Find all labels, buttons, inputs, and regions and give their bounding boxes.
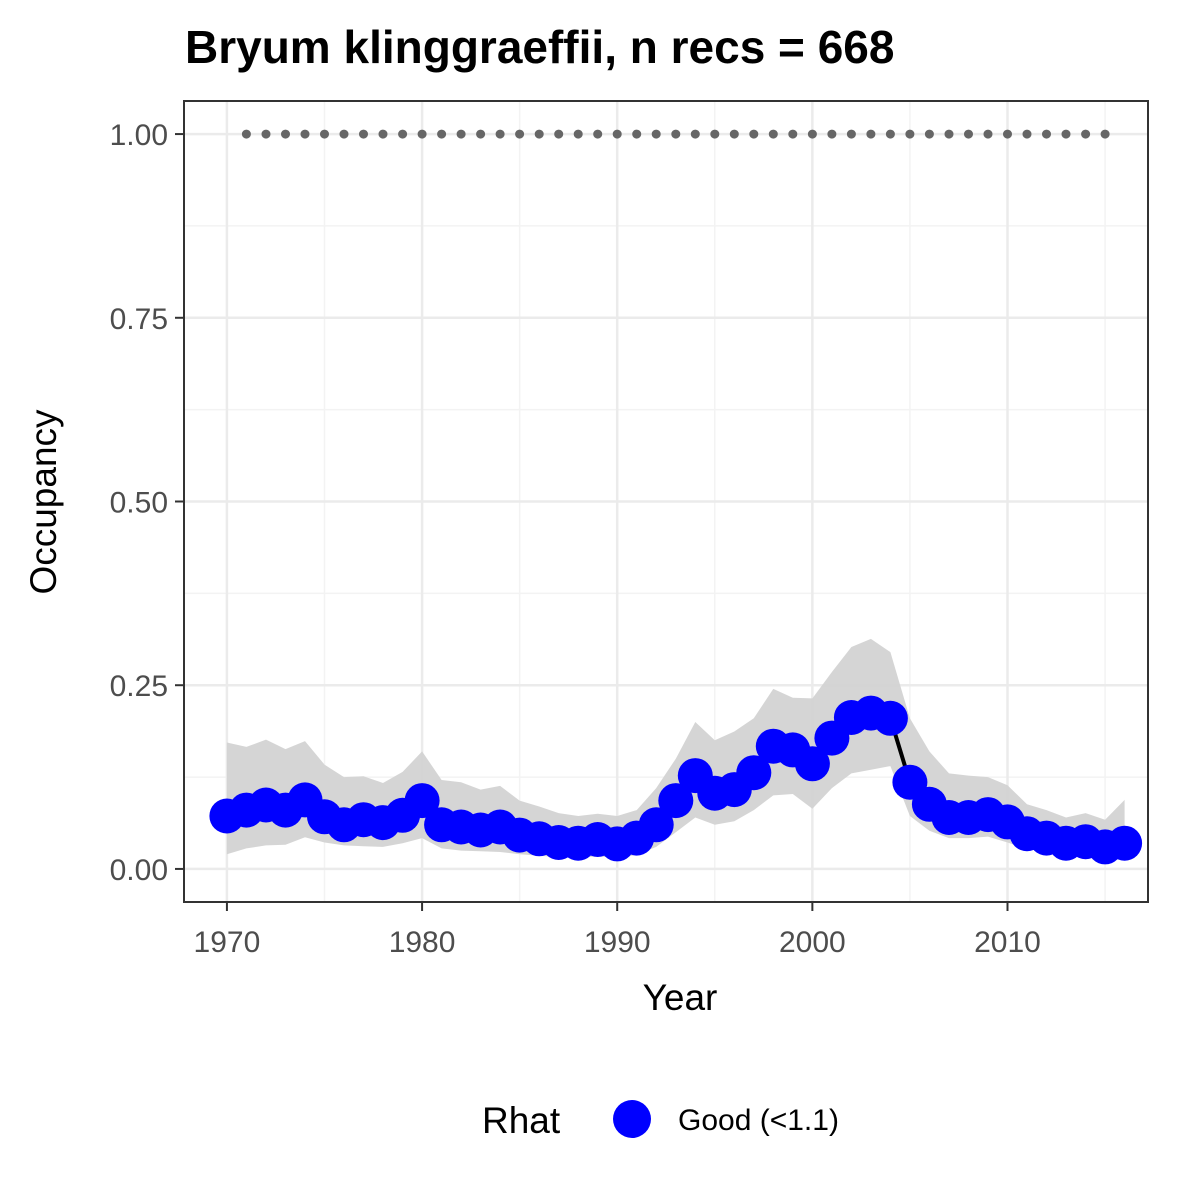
- reference-dot: [495, 129, 505, 139]
- reference-dot: [1061, 129, 1071, 139]
- reference-dot: [905, 129, 915, 139]
- reference-dot: [846, 129, 856, 139]
- occupancy-point: [872, 700, 908, 736]
- occupancy-point: [736, 755, 772, 791]
- chart-title: Bryum klinggraeffii, n recs = 668: [185, 21, 894, 73]
- occupancy-point: [658, 783, 694, 819]
- reference-dot: [1042, 129, 1051, 139]
- reference-dot: [300, 129, 310, 139]
- credible-interval-band: [226, 638, 1125, 858]
- reference-dot: [417, 129, 427, 139]
- reference-dot: [1081, 129, 1091, 139]
- y-tick-label: 0.75: [110, 303, 168, 336]
- y-tick-label: 0.25: [110, 670, 168, 703]
- reference-dot: [651, 129, 661, 139]
- reference-dot: [807, 129, 817, 139]
- occupancy-point: [638, 807, 674, 843]
- y-tick-label: 0.00: [110, 854, 168, 887]
- reference-dot: [788, 129, 798, 139]
- reference-dot: [690, 129, 700, 139]
- reference-dot: [1003, 129, 1012, 139]
- reference-dot: [476, 129, 486, 139]
- reference-dot: [378, 129, 388, 139]
- occupancy-point: [404, 783, 440, 819]
- x-tick-label: 2000: [779, 926, 846, 959]
- reference-dot: [924, 129, 934, 139]
- x-axis-title: Year: [643, 977, 718, 1018]
- reference-dot: [632, 129, 642, 139]
- plot-layer: [209, 129, 1143, 865]
- reference-dot: [710, 129, 720, 139]
- reference-dot: [612, 129, 622, 139]
- occupancy-point: [1107, 825, 1143, 861]
- reference-dot: [554, 129, 564, 139]
- reference-dot: [320, 129, 329, 139]
- reference-dot: [515, 129, 525, 139]
- y-axis: 0.00 0.25 0.50 0.75 1.00: [110, 119, 184, 887]
- y-tick-label: 0.50: [110, 487, 168, 520]
- reference-dot: [944, 129, 954, 139]
- reference-dot: [768, 129, 778, 139]
- reference-dot: [827, 129, 837, 139]
- x-tick-label: 2010: [974, 926, 1041, 959]
- reference-dot: [339, 129, 349, 139]
- legend-key-good: [613, 1100, 651, 1138]
- reference-dot: [885, 129, 895, 139]
- reference-dot: [749, 129, 759, 139]
- legend: Rhat Good (<1.1): [482, 1100, 839, 1141]
- reference-dot: [866, 129, 876, 139]
- reference-dot: [359, 129, 368, 139]
- reference-dot: [593, 129, 603, 139]
- y-axis-title: Occupancy: [23, 409, 64, 595]
- legend-label-good: Good (<1.1): [678, 1104, 839, 1137]
- reference-dot: [729, 129, 739, 139]
- reference-dot: [437, 129, 447, 139]
- reference-dot: [983, 129, 993, 139]
- reference-dot: [573, 129, 583, 139]
- y-tick-label: 1.00: [110, 119, 168, 152]
- reference-dot: [671, 129, 681, 139]
- reference-dot: [398, 129, 408, 139]
- reference-dot: [1022, 129, 1032, 139]
- x-tick-label: 1970: [194, 926, 261, 959]
- legend-title: Rhat: [482, 1100, 561, 1141]
- occupancy-point: [794, 746, 830, 782]
- x-tick-label: 1980: [389, 926, 456, 959]
- reference-dot: [456, 129, 466, 139]
- grid-major: [184, 101, 1148, 902]
- x-tick-label: 1990: [584, 926, 651, 959]
- reference-dot: [964, 129, 973, 139]
- reference-dot: [534, 129, 544, 139]
- reference-dot: [241, 129, 251, 139]
- x-axis: 1970 1980 1990 2000 2010: [194, 902, 1041, 959]
- reference-dot: [1100, 129, 1110, 139]
- reference-dot: [281, 129, 290, 139]
- reference-dot: [261, 129, 271, 139]
